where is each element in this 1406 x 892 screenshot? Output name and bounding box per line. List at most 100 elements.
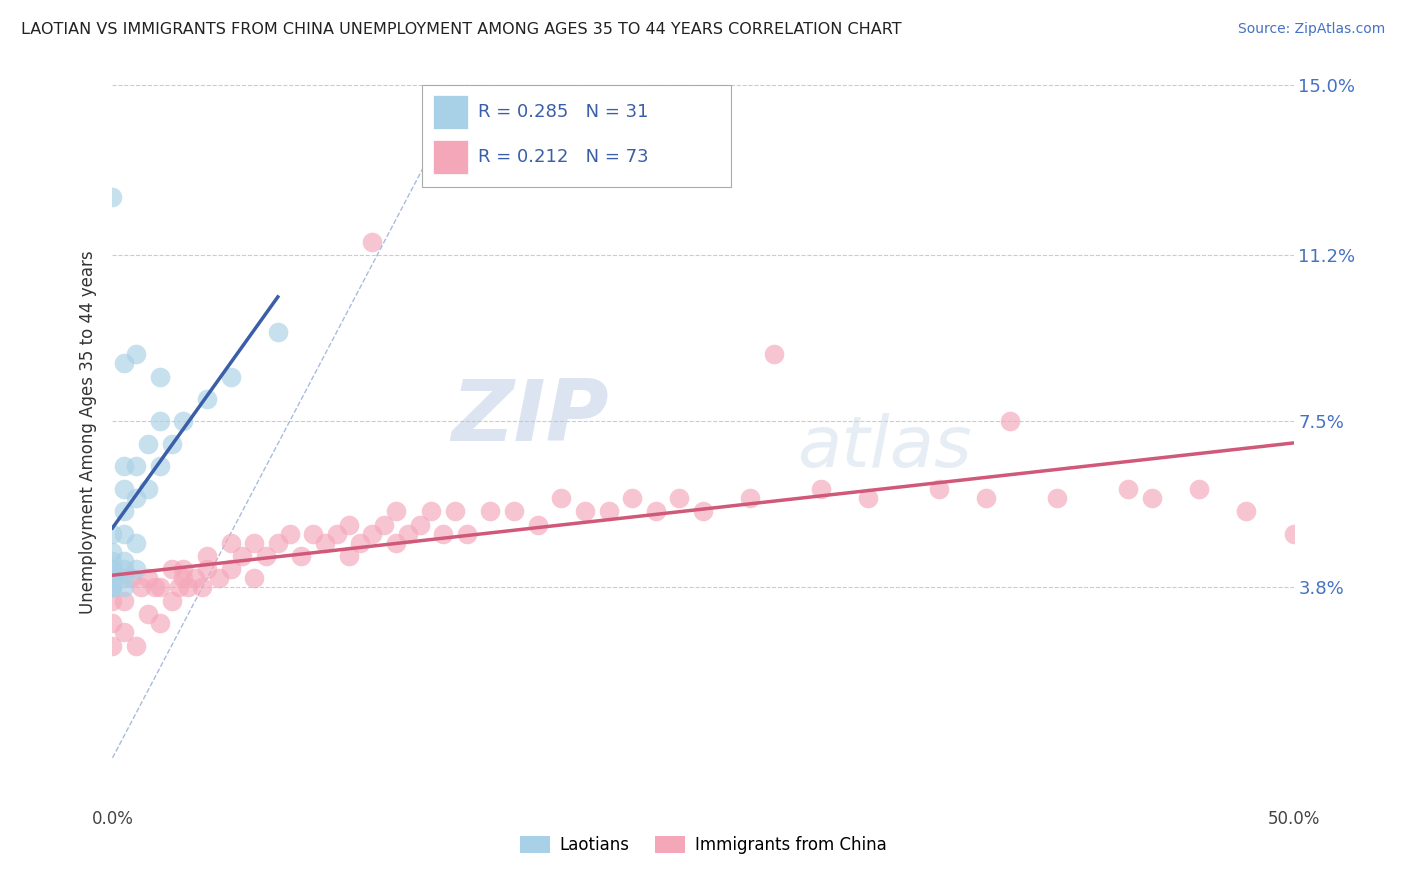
Point xyxy=(373,517,395,532)
Point xyxy=(177,581,200,595)
Point xyxy=(361,526,384,541)
Point xyxy=(290,549,312,563)
Point xyxy=(361,235,384,249)
Point xyxy=(1116,482,1139,496)
Point xyxy=(101,581,124,595)
Point xyxy=(1046,491,1069,505)
Point xyxy=(172,414,194,428)
Point xyxy=(385,535,408,549)
Point xyxy=(668,491,690,505)
Point xyxy=(160,437,183,451)
Point xyxy=(644,504,666,518)
Point xyxy=(195,392,218,406)
Point xyxy=(444,504,467,518)
Point xyxy=(149,369,172,384)
Point xyxy=(219,535,242,549)
Point xyxy=(208,571,231,585)
Point xyxy=(184,571,207,585)
Point xyxy=(125,562,148,576)
Point xyxy=(125,347,148,361)
Point xyxy=(136,482,159,496)
Point xyxy=(928,482,950,496)
Point xyxy=(479,504,502,518)
Point xyxy=(810,482,832,496)
Point xyxy=(101,190,124,204)
Point xyxy=(112,581,135,595)
Point xyxy=(302,526,325,541)
Point xyxy=(1140,491,1163,505)
Point xyxy=(149,414,172,428)
Point xyxy=(112,553,135,567)
Point xyxy=(101,616,124,631)
Point xyxy=(101,544,124,558)
Point xyxy=(101,571,124,585)
Point xyxy=(125,459,148,474)
Point xyxy=(598,504,620,518)
Point xyxy=(101,562,124,576)
Point xyxy=(101,581,124,595)
Point xyxy=(101,639,124,653)
Point xyxy=(550,491,572,505)
Point xyxy=(385,504,408,518)
Point xyxy=(172,571,194,585)
Point xyxy=(112,482,135,496)
Point xyxy=(976,491,998,505)
Point xyxy=(125,491,148,505)
Point xyxy=(314,535,336,549)
Point xyxy=(172,562,194,576)
Point xyxy=(762,347,785,361)
Point xyxy=(125,535,148,549)
Point xyxy=(112,562,135,576)
Point xyxy=(526,517,548,532)
Point xyxy=(149,459,172,474)
Point xyxy=(420,504,443,518)
Text: LAOTIAN VS IMMIGRANTS FROM CHINA UNEMPLOYMENT AMONG AGES 35 TO 44 YEARS CORRELAT: LAOTIAN VS IMMIGRANTS FROM CHINA UNEMPLO… xyxy=(21,22,901,37)
Point xyxy=(167,581,190,595)
Point xyxy=(1234,504,1257,518)
Point xyxy=(243,571,266,585)
Text: R = 0.212   N = 73: R = 0.212 N = 73 xyxy=(478,148,648,166)
Point xyxy=(112,526,135,541)
Point xyxy=(112,504,135,518)
Point xyxy=(160,562,183,576)
Point xyxy=(1188,482,1211,496)
Point xyxy=(326,526,349,541)
Point xyxy=(112,625,135,640)
Point xyxy=(456,526,478,541)
Point xyxy=(243,535,266,549)
Point xyxy=(396,526,419,541)
Point xyxy=(143,581,166,595)
Legend: Laotians, Immigrants from China: Laotians, Immigrants from China xyxy=(513,830,893,861)
Point xyxy=(858,491,880,505)
Point xyxy=(129,581,152,595)
Point xyxy=(112,594,135,608)
Point xyxy=(740,491,762,505)
Point xyxy=(219,562,242,576)
Text: R = 0.285   N = 31: R = 0.285 N = 31 xyxy=(478,103,648,121)
Text: Source: ZipAtlas.com: Source: ZipAtlas.com xyxy=(1237,22,1385,37)
Point xyxy=(1282,526,1305,541)
Point xyxy=(432,526,454,541)
Point xyxy=(101,571,124,585)
Point xyxy=(278,526,301,541)
Point xyxy=(195,562,218,576)
Point xyxy=(149,581,172,595)
Point xyxy=(101,581,124,595)
Point xyxy=(112,571,135,585)
Point xyxy=(149,616,172,631)
Point xyxy=(120,571,142,585)
Point xyxy=(195,549,218,563)
Point xyxy=(503,504,526,518)
Point xyxy=(136,437,159,451)
Point xyxy=(101,562,124,576)
Point xyxy=(349,535,371,549)
Point xyxy=(112,459,135,474)
Point xyxy=(101,594,124,608)
Point xyxy=(408,517,430,532)
Point xyxy=(337,549,360,563)
Point xyxy=(125,639,148,653)
Point xyxy=(998,414,1021,428)
Text: atlas: atlas xyxy=(797,413,972,482)
Y-axis label: Unemployment Among Ages 35 to 44 years: Unemployment Among Ages 35 to 44 years xyxy=(79,251,97,615)
Point xyxy=(136,607,159,622)
